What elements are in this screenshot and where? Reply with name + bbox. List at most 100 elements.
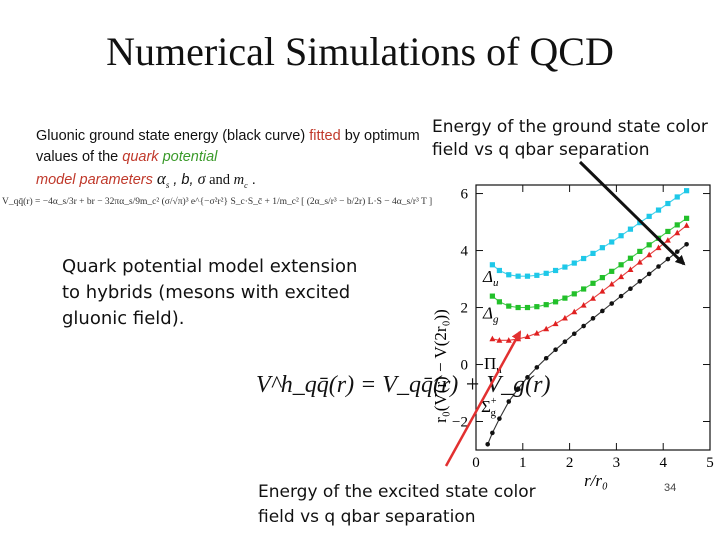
data-point: [571, 291, 577, 297]
data-point: [646, 242, 652, 248]
data-point: [655, 244, 662, 251]
data-point: [636, 259, 643, 265]
data-point: [665, 228, 671, 235]
excited-state-label: Energy of the excited state color field …: [258, 482, 536, 527]
data-point: [543, 325, 550, 332]
gluonic-model-params: model parameters: [36, 172, 153, 188]
data-point: [515, 386, 521, 392]
data-point: [628, 286, 633, 292]
data-point: [571, 331, 577, 337]
y-tick-label: −2: [452, 415, 468, 431]
m-subscript: c: [244, 180, 248, 190]
data-point: [524, 304, 531, 311]
gluonic-potential: potential: [162, 149, 218, 165]
gluonic-text-3: , b,: [169, 172, 198, 188]
page-number: 34: [664, 482, 677, 494]
gluonic-fitted: fitted: [309, 128, 341, 144]
data-point: [515, 304, 521, 311]
data-point: [580, 302, 587, 308]
sigma-symbol: σ: [197, 171, 206, 188]
data-point: [664, 237, 671, 243]
data-point: [506, 272, 512, 278]
series-curve-2: [492, 225, 687, 341]
data-point: [534, 365, 540, 370]
data-point: [496, 267, 502, 274]
data-point: [581, 286, 587, 292]
data-point: [497, 416, 502, 421]
data-point: [581, 323, 586, 329]
plot-frame: [475, 184, 711, 451]
gluonic-description: Gluonic ground state energy (black curve…: [36, 126, 426, 196]
data-point: [665, 256, 671, 262]
data-point: [552, 299, 559, 305]
data-point: [646, 213, 652, 219]
data-point: [562, 264, 568, 270]
ground-state-label: Energy of the ground state color field v…: [432, 117, 708, 160]
data-point: [618, 293, 624, 299]
hybrid-description: Quark potential model extension to hybri…: [62, 256, 358, 329]
data-point: [637, 279, 643, 284]
data-point: [590, 250, 596, 256]
data-point: [552, 320, 559, 327]
label-pi-u: Πu: [484, 354, 502, 376]
data-point: [543, 302, 549, 308]
data-point: [674, 194, 680, 200]
data-point: [618, 262, 624, 268]
excited-state-arrow: [444, 330, 522, 467]
y-tick-label: 2: [461, 301, 469, 317]
data-point: [684, 215, 690, 221]
plot-axes: 0 1 2 3 4 5 −2 0 2 4 6: [452, 184, 714, 471]
data-point: [543, 270, 549, 276]
data-point: [506, 399, 512, 404]
m-symbol: m: [233, 172, 245, 188]
data-point: [618, 233, 624, 239]
data-point: [599, 275, 605, 281]
data-point: [609, 239, 615, 245]
data-point: [533, 329, 540, 336]
data-point: [609, 301, 615, 306]
data-point: [496, 299, 502, 305]
y-tick-label: 6: [461, 187, 469, 203]
x-tick-label: 4: [659, 455, 667, 471]
data-point: [674, 229, 681, 236]
data-point: [505, 337, 512, 343]
data-point: [599, 245, 605, 251]
gluonic-quark: quark: [122, 149, 159, 165]
data-point: [590, 295, 596, 301]
data-point: [646, 251, 653, 258]
data-point: [490, 430, 495, 436]
data-point: [489, 293, 495, 299]
data-point: [489, 262, 495, 268]
x-tick-label: 3: [613, 455, 621, 471]
x-tick-label: 2: [566, 455, 574, 471]
data-point: [608, 280, 615, 287]
data-point: [562, 339, 568, 345]
data-point: [627, 226, 634, 232]
label-delta-u: Δu: [482, 267, 499, 289]
data-point: [655, 207, 662, 213]
data-point: [496, 337, 503, 343]
data-point: [646, 271, 652, 277]
data-point: [552, 267, 559, 274]
label-delta-g: Δg: [482, 303, 499, 325]
data-point: [684, 188, 690, 194]
data-point: [599, 288, 606, 294]
data-point: [534, 272, 540, 278]
data-point: [489, 335, 496, 342]
data-point: [609, 268, 615, 274]
data-point: [506, 303, 512, 309]
hybrid-formula: V^h_qq̄(r) = V_qq̄(r) + V_g(r): [256, 372, 551, 398]
data-point: [543, 355, 549, 361]
data-point: [485, 442, 491, 447]
slide-title: Numerical Simulations of QCD: [106, 29, 614, 74]
y-tick-label: 4: [461, 244, 469, 260]
data-point: [534, 304, 540, 310]
data-point: [665, 200, 671, 207]
x-axis-label: r/r₀: [584, 471, 608, 490]
data-point: [600, 308, 605, 314]
potential-formula: V_qq̄(r) = −4α_s/3r + br − 32πα_s/9m_c² …: [2, 197, 433, 207]
data-point: [618, 273, 625, 280]
y-tick-label: 0: [461, 358, 469, 374]
alpha-subscript: s: [165, 179, 170, 190]
